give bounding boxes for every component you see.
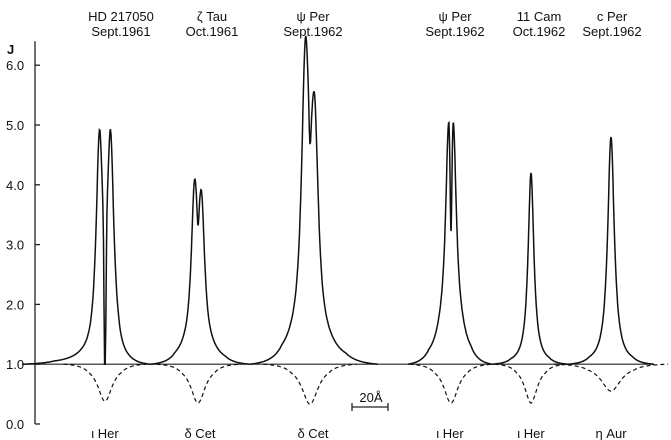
y-tick-label: 5.0 <box>6 118 24 133</box>
panel-date-label: Oct.1961 <box>186 24 239 39</box>
y-tick-label: 2.0 <box>6 297 24 312</box>
emission-profile-5 <box>492 172 568 365</box>
absorption-profile-1 <box>63 363 147 402</box>
panel-date-label: Sept.1962 <box>425 24 484 39</box>
profiles <box>22 35 669 405</box>
scale-bar-label: 20Å <box>359 390 382 405</box>
panel-star-label: HD 217050 <box>88 9 154 24</box>
emission-profile-6 <box>568 136 654 365</box>
absorption-profile-3 <box>263 363 357 405</box>
y-tick-label: 4.0 <box>6 178 24 193</box>
panel-star-label: ψ Per <box>296 9 330 24</box>
panel-star-label: ψ Per <box>438 9 472 24</box>
absorption-profile-6 <box>553 363 669 392</box>
panel-reference-label: ι Her <box>436 426 464 440</box>
y-tick-label: 1.0 <box>6 357 24 372</box>
y-axis-label: J <box>7 42 14 57</box>
emission-profile-3 <box>249 35 378 365</box>
panel-date-label: Oct.1962 <box>513 24 566 39</box>
y-tick-label: 6.0 <box>6 58 24 73</box>
emission-profile-4 <box>407 120 493 365</box>
emission-profile-1 <box>22 128 151 365</box>
absorption-profile-5 <box>494 363 568 404</box>
panel-reference-label: η Aur <box>595 426 627 440</box>
y-tick-label: 3.0 <box>6 238 24 253</box>
absorption-profile-2 <box>156 363 240 404</box>
absorption-profile-4 <box>409 363 493 404</box>
emission-profile-2 <box>150 177 250 365</box>
panel-date-label: Sept.1961 <box>91 24 150 39</box>
panel-date-label: Sept.1962 <box>582 24 641 39</box>
y-tick-label: 0.0 <box>6 417 24 432</box>
panel-star-label: ζ Tau <box>197 9 227 24</box>
panel-reference-label: δ Cet <box>184 426 215 440</box>
panel-reference-label: ι Her <box>517 426 545 440</box>
panel-star-label: c Per <box>597 9 628 24</box>
panel-star-label: 11 Cam <box>517 9 562 24</box>
panel-date-label: Sept.1962 <box>283 24 342 39</box>
panel-reference-label: ι Her <box>91 426 119 440</box>
panel-reference-label: δ Cet <box>297 426 328 440</box>
y-axis: 0.0 1.0 2.0 3.0 4.0 5.0 6.0J <box>6 41 40 432</box>
